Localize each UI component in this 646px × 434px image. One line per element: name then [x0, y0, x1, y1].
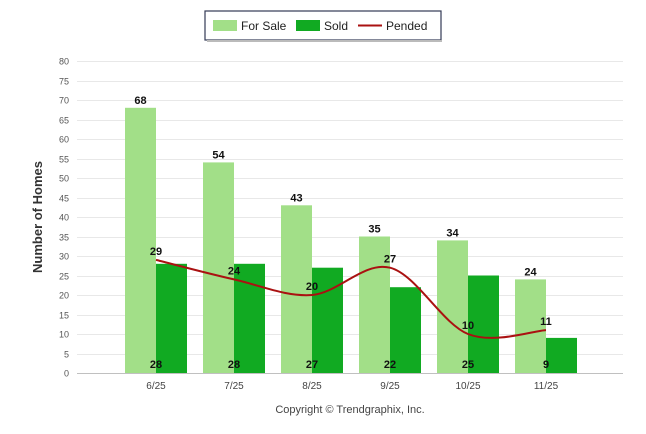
- pended-line: [155, 258, 547, 339]
- y-tick-label: 20: [59, 291, 69, 301]
- data-label-pended: 20: [306, 281, 318, 293]
- data-label-pended: 27: [384, 254, 396, 266]
- data-label-pended: 24: [228, 265, 241, 277]
- y-tick-label: 50: [59, 174, 69, 184]
- y-tick-label: 0: [64, 369, 69, 379]
- y-tick-label: 55: [59, 155, 69, 165]
- y-tick-label: 75: [59, 77, 69, 87]
- data-label-for-sale: 68: [134, 95, 146, 107]
- x-tick-label: 11/25: [534, 381, 559, 392]
- y-tick-label: 25: [59, 272, 69, 282]
- y-tick-label: 40: [59, 213, 69, 223]
- data-label-sold: 27: [306, 359, 318, 371]
- x-tick-label: 10/25: [455, 381, 480, 392]
- data-label-for-sale: 54: [212, 149, 225, 161]
- bar-for-sale: [125, 107, 156, 374]
- y-tick-label: 30: [59, 252, 69, 262]
- legend-label-for-sale: For Sale: [241, 19, 287, 33]
- y-axis-label: Number of Homes: [30, 161, 45, 273]
- bar-for-sale: [281, 205, 312, 373]
- x-tick-label: 9/25: [380, 381, 400, 392]
- y-tick-label: 60: [59, 135, 69, 145]
- legend-label-sold: Sold: [324, 19, 348, 33]
- data-label-pended: 29: [150, 246, 162, 258]
- x-tick-label: 7/25: [224, 381, 244, 392]
- data-label-sold: 22: [384, 359, 396, 371]
- legend-label-pended: Pended: [386, 19, 427, 33]
- y-tick-label: 10: [59, 330, 69, 340]
- x-tick-label: 8/25: [302, 381, 322, 392]
- bar-for-sale: [437, 240, 468, 373]
- y-tick-label: 35: [59, 233, 69, 243]
- data-label-sold: 9: [543, 359, 549, 371]
- bar-for-sale: [359, 236, 390, 373]
- data-label-sold: 25: [462, 359, 474, 371]
- legend-swatch-for-sale: [213, 20, 237, 31]
- data-label-for-sale: 43: [290, 192, 302, 204]
- data-label-sold: 28: [228, 359, 240, 371]
- x-tick-label: 6/25: [146, 381, 166, 392]
- y-tick-label: 5: [64, 350, 69, 360]
- legend-box: [204, 10, 442, 41]
- bar-sold: [234, 263, 265, 373]
- data-label-for-sale: 35: [368, 224, 380, 236]
- y-tick-label: 15: [59, 311, 69, 321]
- copyright-credit: Copyright © Trendgraphix, Inc.: [275, 404, 424, 416]
- data-label-for-sale: 24: [524, 266, 537, 278]
- y-axis-ticks: 0 5 10 15 20 25 30 35 40 45 50 55 60 65 70 75 80: [59, 57, 69, 379]
- data-label-sold: 28: [150, 359, 162, 371]
- bar-for-sale: [203, 162, 234, 373]
- bar-for-sale: [515, 279, 546, 373]
- y-tick-label: 45: [59, 194, 69, 204]
- bar-sold: [468, 275, 499, 373]
- bar-sold: [156, 263, 187, 373]
- data-label-pended: 10: [462, 320, 474, 332]
- data-label-pended: 11: [540, 316, 552, 328]
- legend: For Sale Sold Pended: [204, 10, 442, 42]
- y-tick-label: 65: [59, 116, 69, 126]
- y-tick-label: 80: [59, 57, 69, 67]
- pended-line-group: [155, 258, 547, 339]
- bar-sold: [546, 337, 577, 373]
- bar-sold: [390, 287, 421, 373]
- data-label-for-sale: 34: [446, 227, 459, 239]
- y-tick-label: 70: [59, 96, 69, 106]
- bars: [125, 107, 577, 374]
- data-labels: 68 28 29 54 28 24 43 27 20 35 22 27 34 25 10 24 9 11: [134, 95, 551, 371]
- legend-swatch-sold: [296, 20, 320, 31]
- x-axis-ticks: 6/25 7/25 8/25 9/25 10/25 11/25: [146, 381, 558, 392]
